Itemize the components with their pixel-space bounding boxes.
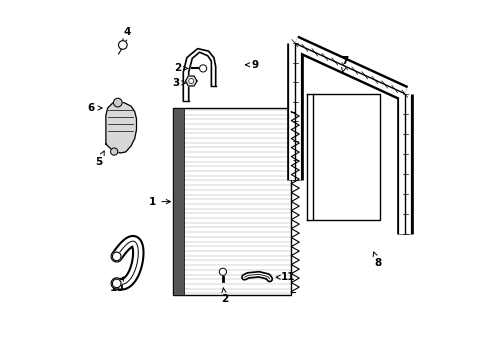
Bar bbox=[172, 108, 291, 295]
Circle shape bbox=[118, 41, 127, 49]
Circle shape bbox=[112, 252, 121, 261]
Text: 3: 3 bbox=[172, 78, 185, 88]
Polygon shape bbox=[106, 103, 136, 153]
Text: 9: 9 bbox=[245, 60, 258, 70]
Circle shape bbox=[113, 98, 122, 107]
Bar bbox=[312, 94, 379, 220]
Text: 8: 8 bbox=[372, 252, 381, 268]
Circle shape bbox=[112, 279, 121, 288]
Text: 6: 6 bbox=[88, 103, 102, 113]
Text: 4: 4 bbox=[122, 27, 131, 43]
Text: 2: 2 bbox=[174, 63, 187, 73]
Circle shape bbox=[110, 148, 118, 155]
Text: 7: 7 bbox=[341, 56, 348, 72]
Polygon shape bbox=[185, 76, 197, 86]
Circle shape bbox=[188, 78, 193, 84]
Bar bbox=[172, 108, 183, 295]
Circle shape bbox=[199, 65, 206, 72]
Text: 5: 5 bbox=[95, 151, 104, 167]
Text: 11: 11 bbox=[276, 272, 294, 282]
Text: 1: 1 bbox=[149, 197, 170, 207]
Text: 10: 10 bbox=[109, 277, 123, 293]
Circle shape bbox=[219, 268, 226, 275]
Text: 2: 2 bbox=[221, 288, 228, 304]
